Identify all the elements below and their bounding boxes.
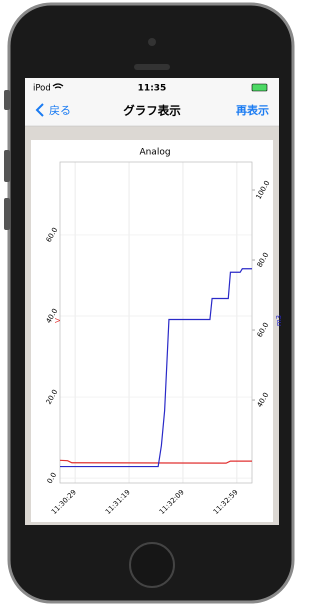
nav-title: グラフ表示 (123, 104, 181, 118)
side-button (4, 150, 10, 182)
back-button[interactable]: 戻る (49, 104, 71, 117)
side-button (4, 90, 10, 110)
axis-label: V (54, 318, 62, 323)
camera (148, 38, 156, 46)
side-button (4, 198, 10, 230)
speaker (134, 64, 170, 70)
chart-title: Analog (139, 148, 170, 158)
reload-button[interactable]: 再表示 (236, 103, 269, 117)
carrier: iPod (33, 84, 51, 94)
home-button[interactable] (130, 543, 174, 587)
clock: 11:35 (138, 84, 167, 94)
battery-icon (252, 84, 267, 91)
axis-label: m3 (275, 315, 283, 326)
